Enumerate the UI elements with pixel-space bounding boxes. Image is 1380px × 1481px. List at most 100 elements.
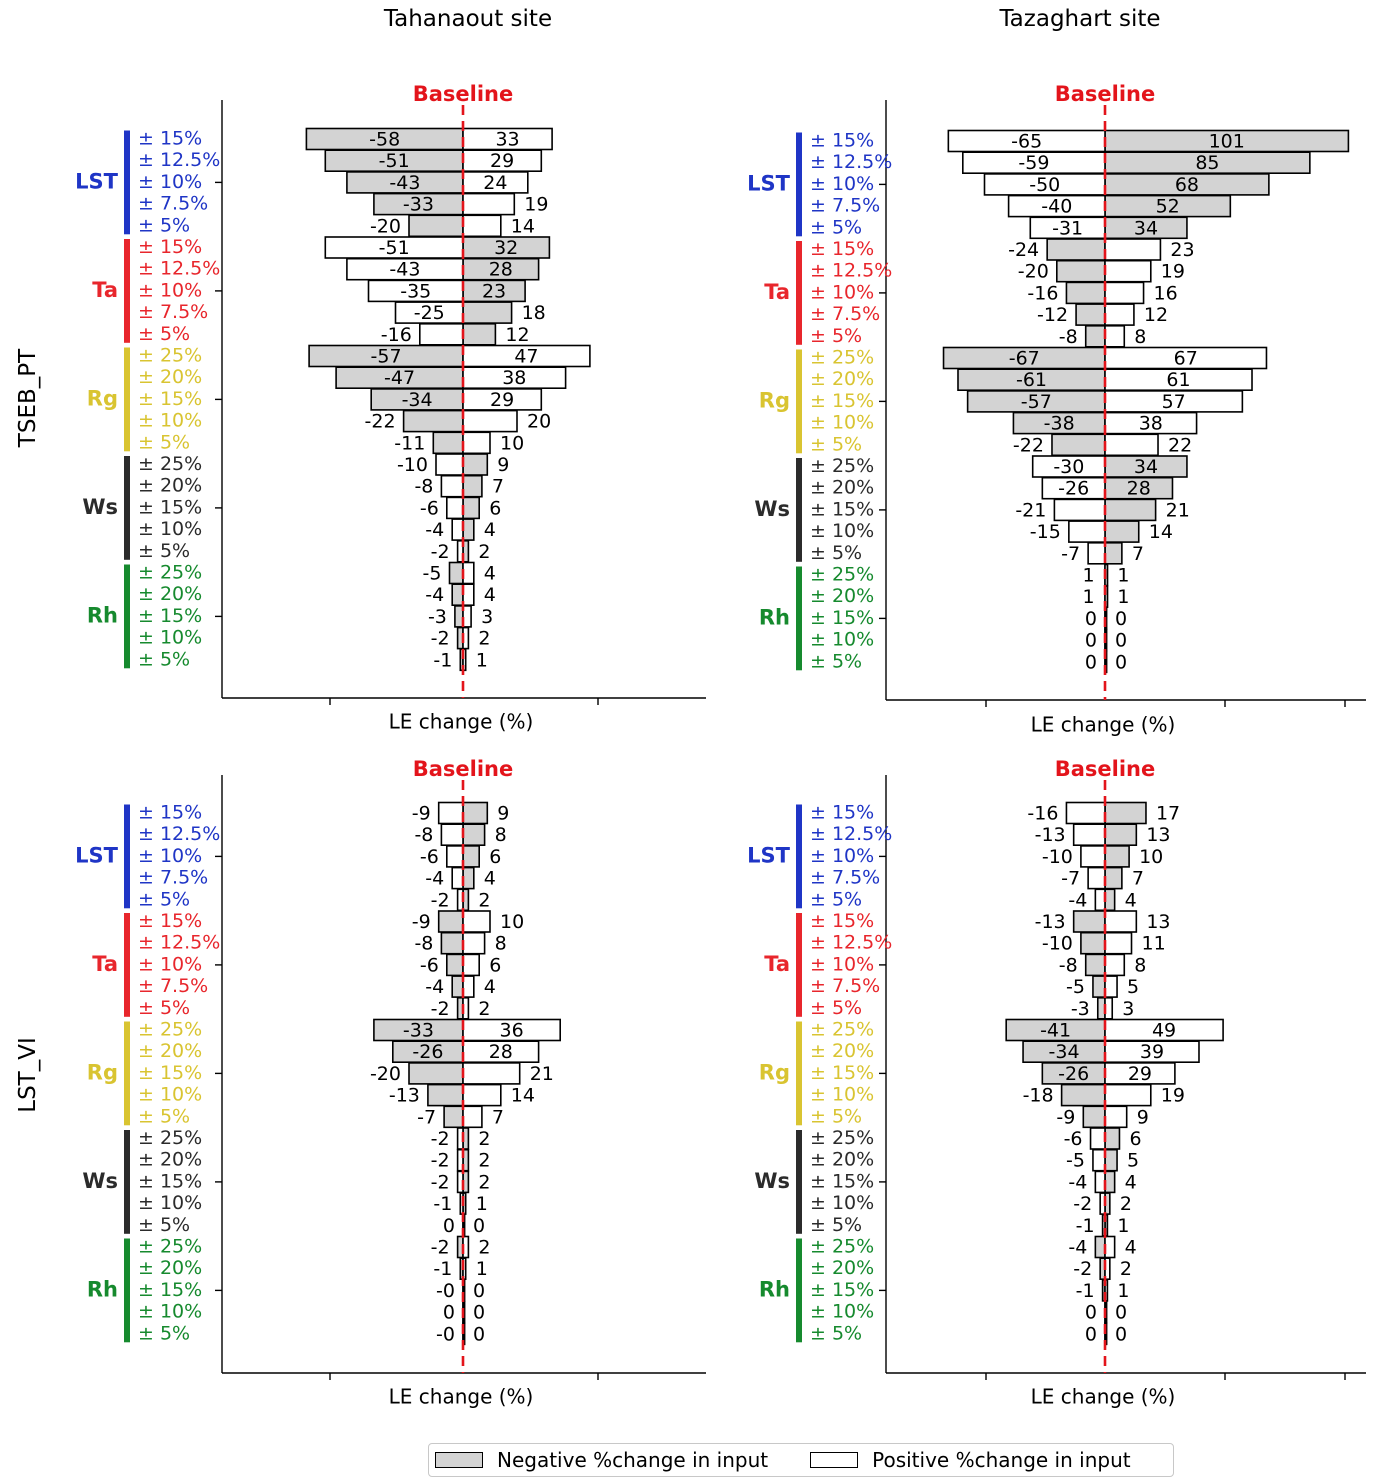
- data-label: 0: [443, 1302, 455, 1324]
- data-label: -10: [397, 454, 428, 476]
- perturbation-label: ± 5%: [810, 997, 862, 1019]
- perturbation-label: ± 25%: [138, 345, 202, 367]
- column-title-tazaghart: Tazaghart site: [999, 6, 1161, 32]
- legend-swatch-negative: [435, 1452, 483, 1468]
- bar-negative: [1104, 1170, 1116, 1194]
- group-label-lst: LST: [75, 843, 119, 867]
- data-label: 16: [1154, 282, 1178, 304]
- data-label: 12: [1144, 304, 1168, 326]
- data-label: -22: [1013, 434, 1044, 456]
- bar-positive: [1104, 1083, 1152, 1107]
- data-label: -8: [1059, 326, 1078, 348]
- perturbation-label: ± 25%: [810, 1236, 874, 1258]
- group-label-ta: Ta: [764, 280, 790, 304]
- data-label: -40: [1041, 196, 1072, 218]
- perturbation-label: ± 20%: [810, 477, 874, 499]
- data-label: 19: [524, 194, 548, 216]
- bar-negative: [1072, 910, 1106, 933]
- data-label: -61: [1016, 369, 1047, 391]
- data-label: -20: [1018, 261, 1049, 283]
- data-label: 2: [1120, 1193, 1132, 1215]
- perturbation-label: ± 20%: [138, 366, 202, 388]
- perturbation-label: ± 5%: [138, 888, 190, 910]
- group-label-ws: Ws: [754, 497, 790, 521]
- data-label: -6: [420, 954, 439, 976]
- data-label: -5: [1066, 976, 1085, 998]
- data-label: -4: [425, 584, 444, 606]
- x-axis-label: LE change (%): [389, 710, 534, 734]
- bar-negative: [1060, 1083, 1106, 1107]
- data-label: -33: [403, 1020, 434, 1042]
- x-axis-label: LE change (%): [1031, 1385, 1176, 1409]
- group-label-ws: Ws: [754, 1169, 790, 1193]
- perturbation-label: ± 7.5%: [138, 193, 208, 215]
- perturbation-label: ± 10%: [138, 1084, 202, 1106]
- data-label: 0: [1085, 651, 1097, 673]
- perturbation-label: ± 5%: [810, 542, 862, 564]
- perturbation-label: ± 5%: [138, 431, 190, 453]
- group-label-ta: Ta: [92, 952, 118, 976]
- data-label: -26: [1058, 478, 1089, 500]
- data-label: 1: [1117, 1215, 1129, 1237]
- perturbation-label: ± 15%: [138, 910, 202, 932]
- data-label: 2: [478, 889, 490, 911]
- group-bar-ta: [796, 913, 802, 1017]
- bar-positive: [1092, 1148, 1106, 1172]
- perturbation-label: ± 10%: [138, 171, 202, 193]
- perturbation-label: ± 5%: [138, 1214, 190, 1236]
- data-label: 2: [1120, 1258, 1132, 1280]
- perturbation-label: ± 25%: [810, 1019, 874, 1041]
- data-label: -67: [1009, 348, 1040, 370]
- data-label: -30: [1053, 456, 1084, 478]
- data-label: -35: [400, 280, 431, 302]
- data-label: -2: [431, 889, 450, 911]
- data-label: 5: [1127, 1150, 1139, 1172]
- data-label: 28: [1127, 478, 1151, 500]
- perturbation-label: ± 15%: [138, 802, 202, 824]
- data-label: -5: [423, 563, 442, 585]
- perturbation-label: ± 20%: [810, 1149, 874, 1171]
- bar-positive: [1080, 845, 1106, 868]
- data-label: 4: [1125, 889, 1137, 911]
- data-label: -25: [414, 302, 445, 324]
- group-bar-rg: [124, 1021, 130, 1126]
- bar-positive: [1104, 1235, 1116, 1259]
- bar-negative: [1104, 1148, 1118, 1172]
- bar-negative: [1104, 845, 1130, 868]
- data-label: -4: [1068, 1171, 1087, 1193]
- data-label: -4: [425, 868, 444, 890]
- perturbation-label: ± 25%: [810, 564, 874, 586]
- perturbation-label: ± 10%: [810, 1084, 874, 1106]
- data-label: 2: [478, 1237, 490, 1259]
- group-label-rg: Rg: [87, 386, 118, 410]
- data-label: 1: [1117, 1280, 1129, 1302]
- group-label-rg: Rg: [759, 1060, 790, 1084]
- bar-positive: [1104, 1105, 1128, 1129]
- data-label: -18: [1023, 1085, 1054, 1107]
- group-bar-rg: [796, 349, 802, 454]
- group-label-ws: Ws: [82, 495, 118, 519]
- data-label: -50: [1029, 174, 1060, 196]
- data-label: -1: [433, 1193, 452, 1215]
- data-label: 6: [1129, 1128, 1141, 1150]
- perturbation-label: ± 25%: [138, 1019, 202, 1041]
- data-label: 0: [1085, 1302, 1097, 1324]
- group-bar-rh: [796, 1238, 802, 1343]
- data-label: -16: [1027, 803, 1058, 825]
- data-label: 68: [1175, 174, 1199, 196]
- group-bar-ta: [796, 241, 802, 345]
- data-label: -4: [1068, 1237, 1087, 1259]
- group-bar-lst: [796, 804, 802, 909]
- data-label: -21: [1015, 499, 1046, 521]
- data-label: 12: [505, 324, 529, 346]
- data-label: 0: [1085, 1323, 1097, 1345]
- data-label: -7: [417, 1106, 436, 1128]
- data-label: 8: [1134, 326, 1146, 348]
- data-label: -3: [428, 606, 447, 628]
- data-label: -6: [420, 846, 439, 868]
- data-label: 4: [1125, 1171, 1137, 1193]
- bar-negative: [1104, 801, 1147, 825]
- data-label: -6: [420, 497, 439, 519]
